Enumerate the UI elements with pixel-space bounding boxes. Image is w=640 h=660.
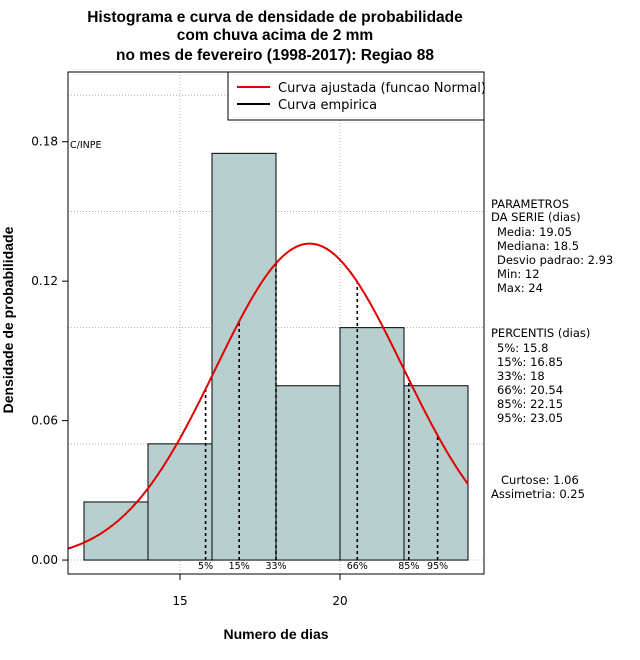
y-tick-label-3: 0.18 <box>31 135 58 149</box>
credit-label: C/INPE <box>70 140 101 151</box>
param-desvio: Desvio padrao: 2.93 <box>497 253 613 267</box>
params-title-1: PARAMETROS <box>491 197 569 211</box>
y-tick-label-2: 0.12 <box>31 274 58 288</box>
assimetria: Assimetria: 0.25 <box>491 487 585 501</box>
legend: Curva ajustada (funcao Normal) Curva emp… <box>227 71 486 121</box>
histogram-bar-5 <box>403 385 469 561</box>
legend-box <box>227 71 485 121</box>
param-max: Max: 24 <box>497 281 543 295</box>
percentil-33: 33%: 18 <box>497 369 545 383</box>
y-tick-label-0: 0.00 <box>31 553 58 567</box>
percentis-title: PERCENTIS (dias) <box>491 326 590 340</box>
param-media: Media: 19.05 <box>497 225 572 239</box>
percentil-66: 66%: 20.54 <box>497 383 563 397</box>
chart-title-line-1: Histograma e curva de densidade de proba… <box>87 9 463 26</box>
histogram-bar-2 <box>211 152 277 561</box>
histogram-bar-4 <box>339 327 405 561</box>
param-mediana: Mediana: 18.5 <box>497 239 579 253</box>
normal-curve-line <box>67 242 469 550</box>
percentile-label-2: 33% <box>265 561 286 572</box>
histogram-bar-1 <box>147 443 213 561</box>
percentile-label-0: 5% <box>198 561 213 572</box>
x-tick-label-1: 20 <box>332 594 347 608</box>
percentile-label-3: 66% <box>347 561 368 572</box>
histogram-bars <box>83 152 469 561</box>
percentil-85: 85%: 22.15 <box>497 397 563 411</box>
normal-curve <box>67 242 469 550</box>
param-min: Min: 12 <box>497 267 540 281</box>
percentile-label-4: 85% <box>398 561 419 572</box>
percentil-95: 95%: 23.05 <box>497 411 563 425</box>
histogram-bar-3 <box>275 385 341 561</box>
y-axis-ticks: 0.00 0.06 0.12 0.18 <box>31 135 68 567</box>
percentil-5: 5%: 15.8 <box>497 341 548 355</box>
y-axis-label: Densidade de probabilidade <box>0 226 16 413</box>
percentile-lines <box>204 263 439 561</box>
params-title-2: DA SERIE (dias) <box>491 210 581 224</box>
x-axis-label: Numero de dias <box>223 626 328 642</box>
histogram-bar-0 <box>83 501 149 561</box>
legend-label-empirical: Curva empirica <box>278 98 377 113</box>
x-tick-label-0: 15 <box>172 594 187 608</box>
legend-label-normal: Curva ajustada (funcao Normal) <box>278 81 486 96</box>
curtose: Curtose: 1.06 <box>501 473 579 487</box>
percentile-label-1: 15% <box>229 561 250 572</box>
percentil-15: 15%: 16.85 <box>497 355 563 369</box>
y-tick-label-1: 0.06 <box>31 414 58 428</box>
chart-title-line-2: com chuva acima de 2 mm <box>177 27 373 44</box>
chart-title-line-3: no mes de fevereiro (1998-2017): Regiao … <box>116 47 434 64</box>
stats-panel: PARAMETROS DA SERIE (dias) Media: 19.05 … <box>491 197 613 501</box>
x-axis-ticks: 15 20 <box>172 574 348 608</box>
percentile-labels: 5% 15% 33% 66% 85% 95% <box>198 561 448 572</box>
percentile-label-5: 95% <box>427 561 448 572</box>
